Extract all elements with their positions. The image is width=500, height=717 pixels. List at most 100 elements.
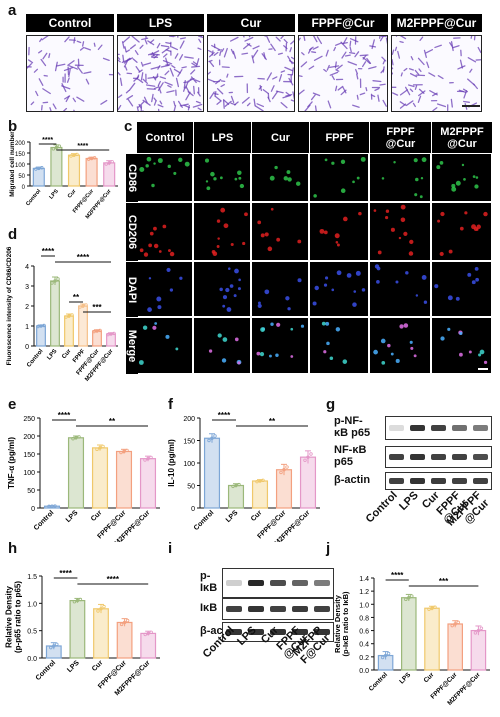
bar-lps bbox=[50, 280, 60, 347]
data-point bbox=[50, 281, 54, 285]
data-point bbox=[39, 324, 43, 328]
data-point bbox=[49, 645, 53, 650]
y-axis-label: Fluorescence intensity of CD86/CD206 bbox=[6, 246, 13, 365]
blot-band bbox=[410, 454, 425, 460]
bar-m2fppf-cur bbox=[139, 458, 157, 509]
data-point bbox=[109, 332, 113, 336]
x-tick-label: Control bbox=[33, 509, 56, 532]
blot-label-0: p- IκB bbox=[200, 570, 218, 594]
data-point bbox=[40, 166, 44, 170]
x-tick-label: LPS bbox=[46, 348, 58, 361]
fluorescence-image-cd86-4 bbox=[370, 154, 430, 201]
data-point bbox=[92, 329, 96, 334]
data-point bbox=[146, 456, 150, 461]
blot-strip-1 bbox=[385, 446, 492, 468]
data-point bbox=[72, 599, 77, 604]
fluorescence-image-cd86-0 bbox=[137, 154, 192, 201]
blot-label-1: IκB bbox=[200, 602, 218, 614]
blot-band bbox=[292, 606, 308, 612]
y-tick-label: 150 bbox=[15, 152, 26, 158]
panel-label-c: c bbox=[124, 118, 133, 135]
y-tick-label: 0.0 bbox=[27, 656, 37, 663]
data-point bbox=[78, 597, 83, 602]
y-tick-label: 2 bbox=[25, 304, 29, 311]
blot-strip-2 bbox=[385, 472, 492, 490]
data-point bbox=[37, 166, 41, 171]
blot-band bbox=[248, 580, 264, 586]
fluorescence-image-dapi-3 bbox=[310, 262, 368, 316]
y-tick-label: 200 bbox=[183, 416, 195, 423]
blot-band bbox=[452, 478, 467, 484]
significance-label: **** bbox=[218, 411, 231, 420]
data-point bbox=[34, 167, 38, 171]
y-tick-label: 0 bbox=[31, 506, 35, 513]
panel-c-header-2: Cur bbox=[252, 122, 309, 153]
significance-label: *** bbox=[92, 303, 102, 312]
data-point bbox=[89, 156, 94, 161]
data-point bbox=[96, 609, 100, 613]
blot-label-0: p-NF- κB p65 bbox=[334, 415, 371, 439]
data-point bbox=[258, 479, 262, 483]
y-axis-label: Migrated cell number bbox=[9, 131, 16, 197]
bar-fppf-cur bbox=[447, 623, 463, 671]
blot-strip-2 bbox=[222, 622, 334, 642]
blot-band bbox=[473, 478, 488, 484]
data-point bbox=[433, 605, 437, 609]
bar-cur bbox=[91, 447, 109, 509]
bar-cur bbox=[93, 608, 109, 659]
y-tick-label: 100 bbox=[183, 461, 195, 468]
panel-c-header-4: FPPF @Cur bbox=[370, 122, 431, 153]
y-tick-label: 0 bbox=[191, 506, 195, 513]
x-tick-label: Cur bbox=[250, 509, 264, 523]
x-tick-label: Control bbox=[368, 671, 389, 692]
data-point bbox=[95, 447, 99, 452]
x-tick-label: Cur bbox=[61, 348, 73, 360]
y-tick-label: 50 bbox=[18, 174, 25, 180]
data-point bbox=[386, 651, 391, 656]
panel-a-header-1: LPS bbox=[117, 14, 204, 32]
fluorescence-image-cd206-3 bbox=[310, 203, 368, 260]
data-point bbox=[102, 604, 106, 609]
data-point bbox=[98, 328, 102, 333]
panel-label-e: e bbox=[8, 396, 17, 413]
data-point bbox=[119, 450, 123, 455]
y-tick-label: 0.5 bbox=[27, 629, 37, 636]
data-point bbox=[56, 277, 60, 281]
bar-cur bbox=[424, 607, 440, 671]
x-tick-label: LPS bbox=[65, 509, 80, 524]
y-tick-label: 0.0 bbox=[359, 668, 369, 675]
data-point bbox=[74, 436, 78, 440]
blot-band bbox=[452, 425, 467, 431]
y-tick-label: 250 bbox=[23, 416, 35, 423]
blot-band bbox=[226, 629, 242, 635]
data-point bbox=[98, 446, 102, 450]
blot-band bbox=[389, 478, 404, 484]
blot-band bbox=[270, 629, 286, 635]
y-tick-label: 1.5 bbox=[27, 574, 37, 581]
significance-label: **** bbox=[77, 253, 90, 262]
blot-band bbox=[292, 580, 308, 586]
x-tick-label: Control bbox=[26, 348, 45, 368]
bar-control bbox=[32, 167, 45, 187]
y-axis-label: TNF-α (pg/ml) bbox=[7, 437, 16, 489]
x-tick-label: LPS bbox=[398, 671, 412, 685]
fluorescence-image-cd86-3 bbox=[310, 154, 368, 201]
migration-micrograph-2 bbox=[207, 35, 295, 112]
significance-label: **** bbox=[42, 137, 53, 144]
fluorescence-image-dapi-5 bbox=[432, 262, 491, 316]
data-point bbox=[237, 482, 241, 487]
fluorescence-image-cd86-5 bbox=[432, 154, 491, 201]
x-tick-label: Cur bbox=[90, 509, 104, 523]
data-point bbox=[84, 303, 88, 307]
significance-label: ** bbox=[109, 417, 116, 426]
panel-a-header-0: Control bbox=[26, 14, 114, 32]
significance-label: **** bbox=[107, 575, 120, 584]
data-point bbox=[67, 314, 71, 318]
y-tick-label: 0 bbox=[25, 344, 29, 351]
y-tick-label: 0.8 bbox=[359, 615, 369, 622]
x-tick-label: LPS bbox=[225, 509, 240, 524]
data-point bbox=[473, 631, 478, 635]
